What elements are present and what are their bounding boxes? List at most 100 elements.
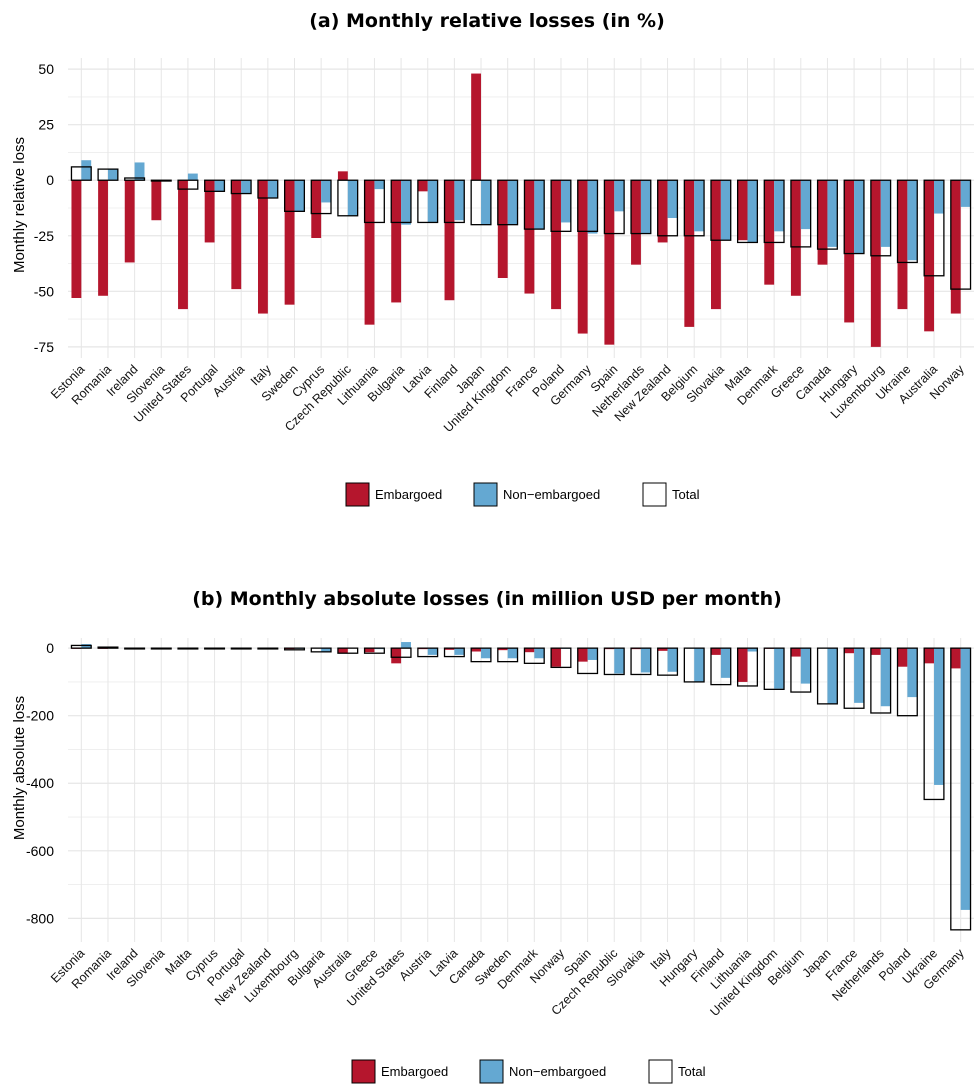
legend-total-swatch [648, 1059, 673, 1084]
bar-embargoed-bulgaria [391, 180, 402, 303]
bar-total-finland [710, 647, 732, 686]
bar-total-belgium [683, 179, 705, 237]
bar-total-norway [950, 179, 972, 290]
bar-non-embargoed-finland [454, 180, 465, 221]
chart-b-ylabel: Monthly absolute loss [11, 696, 28, 840]
y-tick-label: -25 [34, 228, 54, 244]
y-tick-label: -200 [26, 708, 54, 724]
bar-embargoed-romania [98, 180, 108, 296]
bar-total-australia [337, 647, 359, 654]
bar-embargoed-australia [337, 648, 348, 654]
bar-total-portugal [204, 179, 226, 192]
bar-total-new-zealand [657, 179, 679, 237]
y-tick-label: 0 [46, 172, 54, 188]
y-tick-label: -400 [26, 775, 54, 791]
bar-non-embargoed-ukraine [907, 180, 918, 261]
bar-non-embargoed-italy [267, 180, 278, 198]
bar-embargoed-latvia [444, 648, 455, 650]
bar-non-embargoed-greece [800, 180, 811, 230]
bar-non-embargoed-austria [241, 180, 252, 194]
bar-total-ukraine [896, 179, 918, 264]
chart-b-title: (b) Monthly absolute losses (in million … [192, 588, 782, 610]
bar-non-embargoed-belgium [800, 648, 811, 684]
bar-total-hungary [843, 179, 865, 255]
bar-total-netherlands [630, 179, 652, 235]
bar-total-czech-republic [603, 647, 625, 676]
bar-embargoed-italy [657, 648, 668, 651]
bar-non-embargoed-sweden [294, 180, 305, 212]
bar-total-latvia [417, 179, 439, 224]
bar-total-cyprus [310, 179, 332, 215]
bar-non-embargoed-cyprus [321, 180, 332, 203]
y-tick-label: 0 [46, 640, 54, 656]
bar-non-embargoed-united-states [401, 642, 411, 649]
y-tick-label: -600 [26, 843, 54, 859]
bar-total-luxembourg [870, 179, 892, 257]
bar-non-embargoed-ukraine [934, 648, 944, 785]
bar-total-romania [97, 168, 119, 181]
legend-total-label: Total [672, 487, 700, 502]
bar-embargoed-norway [551, 648, 561, 667]
bar-total-ireland [124, 647, 146, 650]
bar-total-germany [577, 179, 599, 232]
bar-total-hungary [683, 647, 705, 683]
bar-total-italy [257, 179, 279, 199]
bar-embargoed-portugal [204, 180, 215, 243]
bar-total-sweden [497, 647, 519, 663]
bar-embargoed-belgium [684, 180, 695, 327]
bar-embargoed-slovakia [710, 180, 721, 310]
bar-total-new-zealand [257, 647, 279, 650]
bar-total-lithuania [363, 179, 385, 224]
bar-non-embargoed-germany [587, 180, 598, 234]
bar-total-poland [550, 179, 572, 232]
bar-non-embargoed-canada [827, 180, 838, 247]
bar-non-embargoed-new-zealand [667, 180, 678, 218]
bar-total-france [523, 179, 545, 230]
bar-embargoed-denmark [524, 648, 535, 653]
bar-non-embargoed-spain [587, 648, 598, 660]
bar-non-embargoed-france [534, 180, 545, 230]
bar-total-canada [470, 647, 492, 663]
bar-embargoed-italy [257, 180, 268, 314]
legend-non-embargoed-swatch [479, 1059, 504, 1084]
chart-b-plot: 0-200-400-600-800EstoniaRomaniaIrelandSl… [26, 638, 974, 1019]
bar-total-luxembourg [283, 647, 306, 651]
bar-total-united-states [390, 647, 412, 658]
bar-embargoed-ukraine [924, 648, 935, 664]
bar-embargoed-slovenia [151, 180, 162, 221]
bar-non-embargoed-netherlands [640, 180, 651, 234]
legend-non-embargoed-label: Non−embargoed [509, 1064, 606, 1079]
bar-embargoed-norway [950, 180, 961, 314]
bar-non-embargoed-lithuania [374, 180, 385, 190]
bar-non-embargoed-latvia [427, 180, 438, 223]
bar-non-embargoed-spain [614, 180, 625, 212]
chart-a-title: (a) Monthly relative losses (in %) [309, 10, 665, 32]
bar-embargoed-ireland [124, 180, 135, 263]
bar-total-spain [603, 179, 625, 235]
bar-non-embargoed-poland [560, 180, 571, 223]
legend-non-embargoed-label: Non−embargoed [503, 487, 600, 502]
bar-non-embargoed-estonia [81, 644, 92, 649]
chart-a-ylabel: Monthly relative loss [11, 137, 28, 273]
bar-non-embargoed-ireland [134, 162, 145, 181]
bar-total-ireland [124, 177, 146, 181]
bar-non-embargoed-luxembourg [880, 180, 891, 247]
bar-total-slovakia [630, 647, 652, 676]
bar-embargoed-austria [231, 180, 242, 290]
bar-total-austria [230, 179, 252, 195]
bar-total-sweden [283, 179, 306, 212]
bar-embargoed-germany [950, 648, 961, 669]
bar-total-japan [470, 179, 492, 226]
legend-embargoed-label: Embargoed [381, 1064, 448, 1079]
bar-embargoed-germany [577, 180, 588, 334]
bar-total-slovenia [150, 647, 172, 650]
bar-total-bulgaria [390, 179, 412, 224]
bar-total-netherlands [870, 647, 892, 714]
legend-embargoed-swatch [351, 1059, 376, 1084]
bar-embargoed-poland [897, 648, 908, 667]
bar-embargoed-spain [577, 648, 588, 662]
bar-embargoed-poland [551, 180, 561, 310]
bar-non-embargoed-slovakia [720, 180, 731, 241]
bar-non-embargoed-poland [907, 648, 918, 698]
bar-embargoed-finland [710, 648, 721, 655]
